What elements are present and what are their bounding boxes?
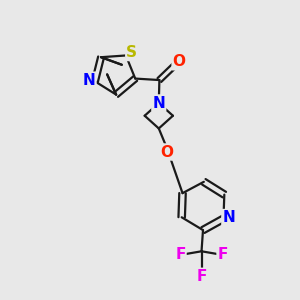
Text: S: S <box>126 45 137 60</box>
Text: O: O <box>160 145 173 160</box>
Text: F: F <box>196 269 207 284</box>
Text: N: N <box>152 95 165 110</box>
Text: N: N <box>222 210 235 225</box>
Text: O: O <box>172 54 186 69</box>
Text: F: F <box>175 247 185 262</box>
Text: N: N <box>83 73 95 88</box>
Text: F: F <box>218 247 228 262</box>
